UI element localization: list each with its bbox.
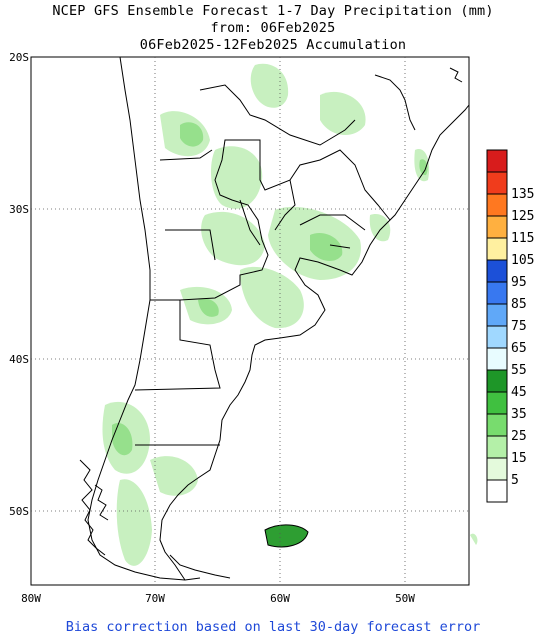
legend-swatch: [486, 259, 508, 283]
gridlines: [31, 57, 469, 585]
footer-note: Bias correction based on last 30-day for…: [65, 619, 481, 635]
legend-label: 35: [511, 407, 527, 422]
coastline: [87, 56, 470, 581]
legend-swatch: [486, 435, 508, 459]
legend-label: 115: [511, 231, 534, 246]
lat-tick-label: 30S: [9, 203, 29, 216]
legend-label: 55: [511, 363, 527, 378]
lon-tick-label: 70W: [145, 592, 165, 605]
legend-swatch: [486, 215, 508, 239]
legend-swatch: [486, 171, 508, 195]
legend-label: 25: [511, 429, 527, 444]
legend-swatch: [486, 193, 508, 217]
legend-swatch: [486, 281, 508, 305]
lat-tick-label: 50S: [9, 505, 29, 518]
fjord-coast: [79, 67, 463, 579]
legend-swatch: [486, 479, 508, 503]
legend-label: 135: [511, 187, 534, 202]
lon-tick-label: 50W: [395, 592, 415, 605]
legend-swatch: [486, 303, 508, 327]
legend-swatch: [486, 347, 508, 371]
legend-label: 75: [511, 319, 527, 334]
precip-shading-mid: [112, 122, 428, 456]
lat-tick-label: 20S: [9, 51, 29, 64]
legend-label: 65: [511, 341, 527, 356]
legend-label: 105: [511, 253, 534, 268]
title-line-3: 06Feb2025-12Feb2025 Accumulation: [139, 37, 407, 53]
color-legend: 135 125 115 105 95 85 75 65 55 45 35 25 15 5: [486, 149, 534, 503]
title-line-1: NCEP GFS Ensemble Forecast 1-7 Day Preci…: [52, 3, 494, 19]
lat-tick-labels: 20S 30S 40S 50S: [9, 51, 29, 518]
legend-swatch: [486, 391, 508, 415]
legend-label: 5: [511, 473, 519, 488]
legend-label: 95: [511, 275, 527, 290]
legend-label: 85: [511, 297, 527, 312]
legend-swatch: [486, 413, 508, 437]
legend-swatch: [486, 237, 508, 261]
lon-tick-label: 80W: [21, 592, 41, 605]
lon-tick-label: 60W: [270, 592, 290, 605]
legend-swatch: [486, 457, 508, 481]
legend-label: 125: [511, 209, 534, 224]
title-line-2: from: 06Feb2025: [210, 20, 336, 36]
legend-swatch: [486, 325, 508, 349]
plot-area: [30, 56, 470, 586]
lon-tick-labels: 80W 70W 60W 50W: [21, 592, 415, 605]
legend-swatch: [486, 149, 508, 173]
legend-swatch: [486, 369, 508, 393]
lat-tick-label: 40S: [9, 353, 29, 366]
legend-label: 15: [511, 451, 527, 466]
legend-label: 45: [511, 385, 527, 400]
